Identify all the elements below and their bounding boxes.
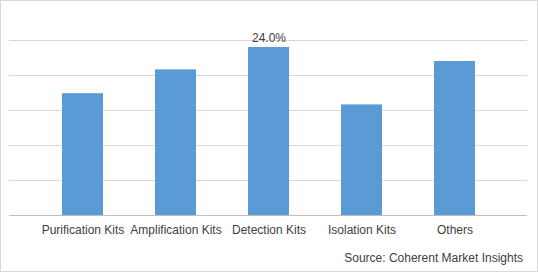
html-text:Source: Coherent Market Insigh: Source: Coherent Market Insights [344, 251, 523, 265]
svg-text:Purification Kits: Purification Kits [42, 223, 125, 237]
svg-text:Others: Others [437, 223, 473, 237]
svg-text:24.0%: 24.0% [252, 31, 286, 45]
svg-text:Isolation Kits: Isolation Kits [328, 223, 396, 237]
svg-text:Detection Kits: Detection Kits [232, 223, 306, 237]
svg-text:Amplification Kits: Amplification Kits [130, 223, 221, 237]
